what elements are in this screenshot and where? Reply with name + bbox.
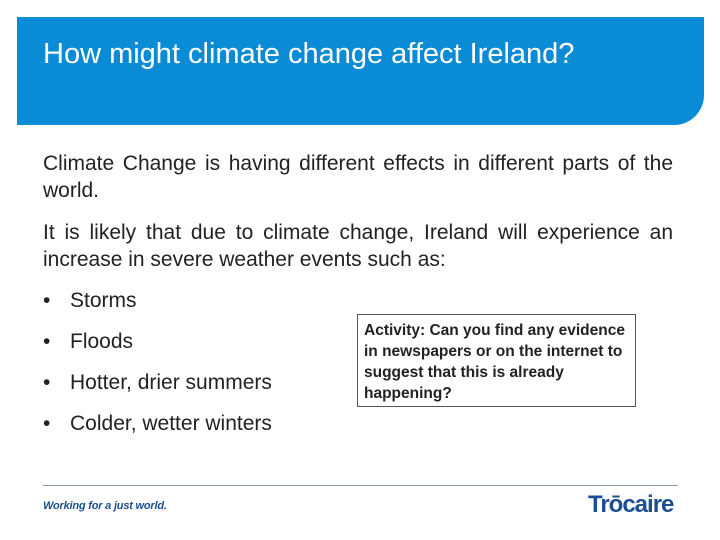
weather-events-list: Storms Floods Hotter, drier summers Cold… bbox=[43, 286, 272, 450]
footer-tagline: Working for a just world. bbox=[43, 500, 167, 512]
list-item: Colder, wetter winters bbox=[43, 409, 272, 450]
title-banner: How might climate change affect Ireland? bbox=[17, 17, 704, 125]
intro-paragraph: Climate Change is having different effec… bbox=[43, 152, 673, 202]
slide-title: How might climate change affect Ireland? bbox=[43, 38, 575, 70]
list-item: Storms bbox=[43, 286, 272, 327]
activity-box: Activity: Can you find any evidence in n… bbox=[357, 314, 636, 407]
trocaire-logo: Trōcaire bbox=[588, 491, 674, 518]
footer-divider bbox=[43, 485, 678, 486]
list-item: Hotter, drier summers bbox=[43, 368, 272, 409]
list-item: Floods bbox=[43, 327, 272, 368]
weather-paragraph: It is likely that due to climate change,… bbox=[43, 221, 673, 271]
